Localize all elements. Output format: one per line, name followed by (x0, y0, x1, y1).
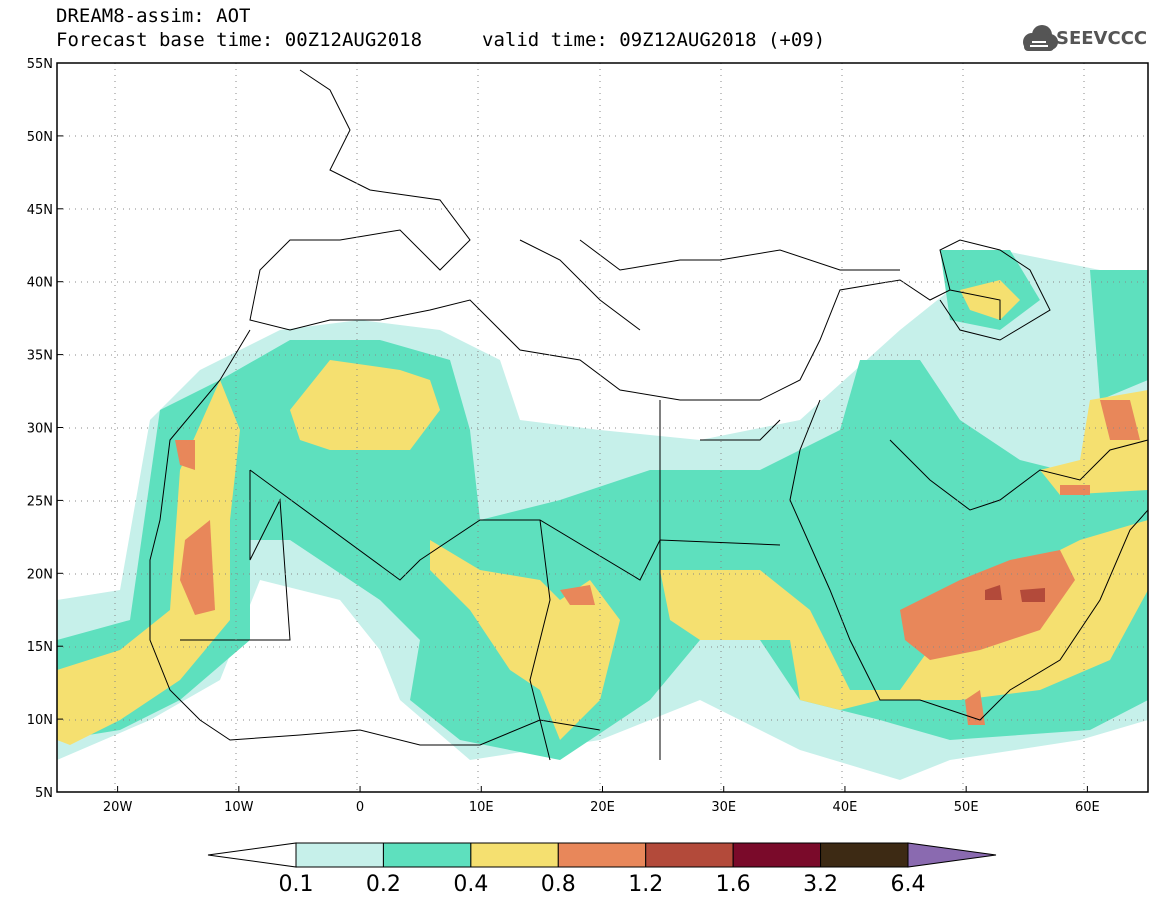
forecast-base-time: Forecast base time: 00Z12AUG2018 (56, 29, 423, 51)
lat-tick-label: 20N (27, 567, 53, 582)
coastlines (149, 69, 1148, 761)
colorbar-level-label: 6.4 (890, 872, 926, 897)
colorbar-segment (382, 842, 472, 868)
colorbar-level-label: 0.2 (365, 872, 401, 897)
colorbar (207, 842, 997, 868)
lat-tick-label: 55N (27, 57, 53, 72)
lat-tick-label: 10N (27, 713, 53, 728)
colorbar-segment (820, 842, 909, 868)
colorbar-level-label: 0.4 (453, 872, 489, 897)
colorbar-under-arrow (207, 842, 297, 868)
lat-tick-label: 5N (35, 786, 53, 801)
cloud-icon (1023, 25, 1058, 51)
valid-time: valid time: 09Z12AUG2018 (+09) (482, 29, 826, 51)
colorbar-over-arrow (907, 842, 997, 868)
lat-tick-label: 45N (27, 203, 53, 218)
lon-tick-label: 50E (954, 800, 979, 815)
lon-tick-label: 20W (103, 800, 133, 815)
colorbar-level-label: 0.1 (278, 872, 314, 897)
colorbar-level-label: 1.2 (628, 872, 664, 897)
longitude-axis: 20W 10W 0 10E 20E 30E 40E 50E 60E (103, 786, 1100, 815)
colorbar-segment (645, 842, 734, 868)
lon-tick-label: 10W (224, 800, 254, 815)
colorbar-segment (295, 842, 384, 868)
lon-tick-label: 10E (469, 800, 494, 815)
colorbar-level-label: 3.2 (803, 872, 839, 897)
lon-tick-label: 40E (833, 800, 858, 815)
lon-tick-label: 60E (1075, 800, 1100, 815)
logo-text: SEEVCCC (1056, 28, 1148, 49)
lon-tick-label: 20E (590, 800, 615, 815)
latitude-axis: 55N 50N 45N 40N 35N 30N 25N 20N 15N 10N 5N (27, 57, 63, 801)
aot-field (57, 250, 1148, 780)
colorbar-level-label: 0.8 (540, 872, 576, 897)
lon-tick-label: 30E (711, 800, 736, 815)
colorbar-segment (557, 842, 647, 868)
lon-tick-label: 0 (356, 800, 364, 815)
lat-tick-label: 15N (27, 640, 53, 655)
colorbar-level-label: 1.6 (715, 872, 751, 897)
lat-tick-label: 30N (27, 422, 53, 437)
colorbar-segment (470, 842, 559, 868)
lat-tick-label: 40N (27, 276, 53, 291)
map-title: DREAM8-assim: AOT (56, 5, 251, 27)
lat-tick-label: 25N (27, 494, 53, 509)
colorbar-segment (732, 842, 822, 868)
lat-tick-label: 35N (27, 349, 53, 364)
lat-tick-label: 50N (27, 130, 53, 145)
